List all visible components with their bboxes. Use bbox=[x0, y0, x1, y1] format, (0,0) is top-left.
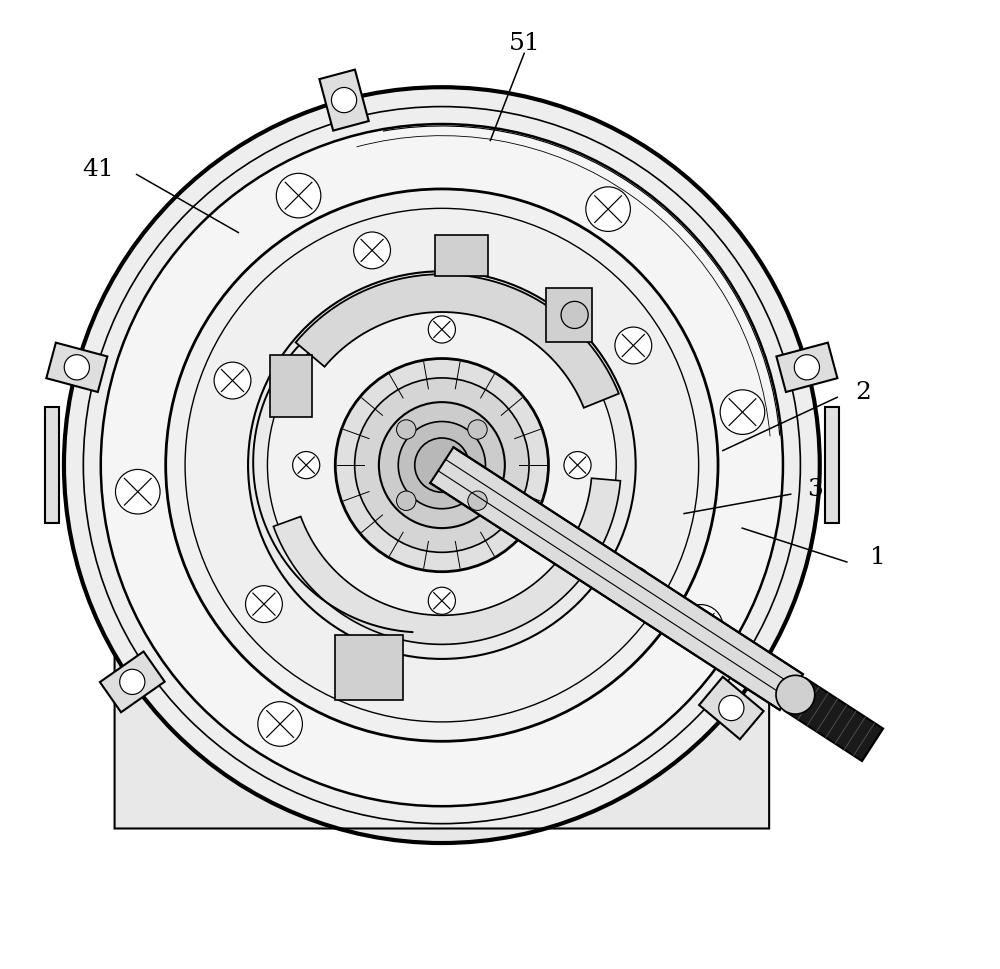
Text: 3: 3 bbox=[807, 478, 823, 501]
Polygon shape bbox=[335, 635, 403, 700]
Circle shape bbox=[720, 390, 765, 434]
Polygon shape bbox=[435, 235, 488, 276]
Circle shape bbox=[101, 124, 783, 806]
Circle shape bbox=[794, 355, 819, 380]
Circle shape bbox=[258, 702, 302, 746]
Circle shape bbox=[335, 359, 548, 572]
Polygon shape bbox=[546, 288, 592, 342]
Circle shape bbox=[468, 491, 487, 511]
Polygon shape bbox=[699, 676, 764, 739]
Circle shape bbox=[293, 452, 320, 479]
Circle shape bbox=[276, 173, 321, 218]
Circle shape bbox=[586, 187, 630, 232]
Text: 1: 1 bbox=[870, 546, 886, 569]
Circle shape bbox=[776, 675, 815, 714]
Text: 2: 2 bbox=[855, 381, 871, 404]
Circle shape bbox=[267, 291, 616, 640]
Text: 51: 51 bbox=[508, 32, 540, 55]
Circle shape bbox=[398, 422, 485, 509]
Circle shape bbox=[468, 420, 487, 439]
Polygon shape bbox=[100, 651, 165, 712]
Polygon shape bbox=[45, 407, 59, 523]
Circle shape bbox=[428, 316, 455, 343]
Polygon shape bbox=[273, 479, 620, 644]
Polygon shape bbox=[825, 407, 839, 523]
Polygon shape bbox=[296, 274, 619, 408]
Circle shape bbox=[561, 301, 588, 328]
Circle shape bbox=[615, 328, 652, 364]
Circle shape bbox=[564, 452, 591, 479]
Circle shape bbox=[166, 189, 718, 741]
Circle shape bbox=[379, 402, 505, 528]
Circle shape bbox=[428, 587, 455, 614]
Text: 41: 41 bbox=[82, 158, 114, 181]
Circle shape bbox=[355, 378, 529, 552]
Circle shape bbox=[397, 420, 416, 439]
Polygon shape bbox=[319, 70, 369, 131]
Polygon shape bbox=[270, 355, 312, 417]
Circle shape bbox=[115, 469, 160, 514]
Polygon shape bbox=[46, 343, 107, 392]
Circle shape bbox=[246, 585, 282, 622]
Polygon shape bbox=[785, 678, 883, 761]
Polygon shape bbox=[430, 448, 803, 710]
Circle shape bbox=[214, 362, 251, 399]
Circle shape bbox=[64, 355, 89, 380]
Circle shape bbox=[415, 438, 469, 492]
Circle shape bbox=[678, 605, 723, 649]
Circle shape bbox=[719, 696, 744, 721]
Circle shape bbox=[615, 566, 652, 603]
Circle shape bbox=[120, 670, 145, 695]
Polygon shape bbox=[115, 654, 769, 843]
Polygon shape bbox=[776, 343, 837, 392]
Circle shape bbox=[397, 491, 416, 511]
Circle shape bbox=[354, 232, 391, 268]
Circle shape bbox=[331, 87, 357, 112]
Circle shape bbox=[64, 87, 820, 843]
Circle shape bbox=[248, 271, 636, 659]
